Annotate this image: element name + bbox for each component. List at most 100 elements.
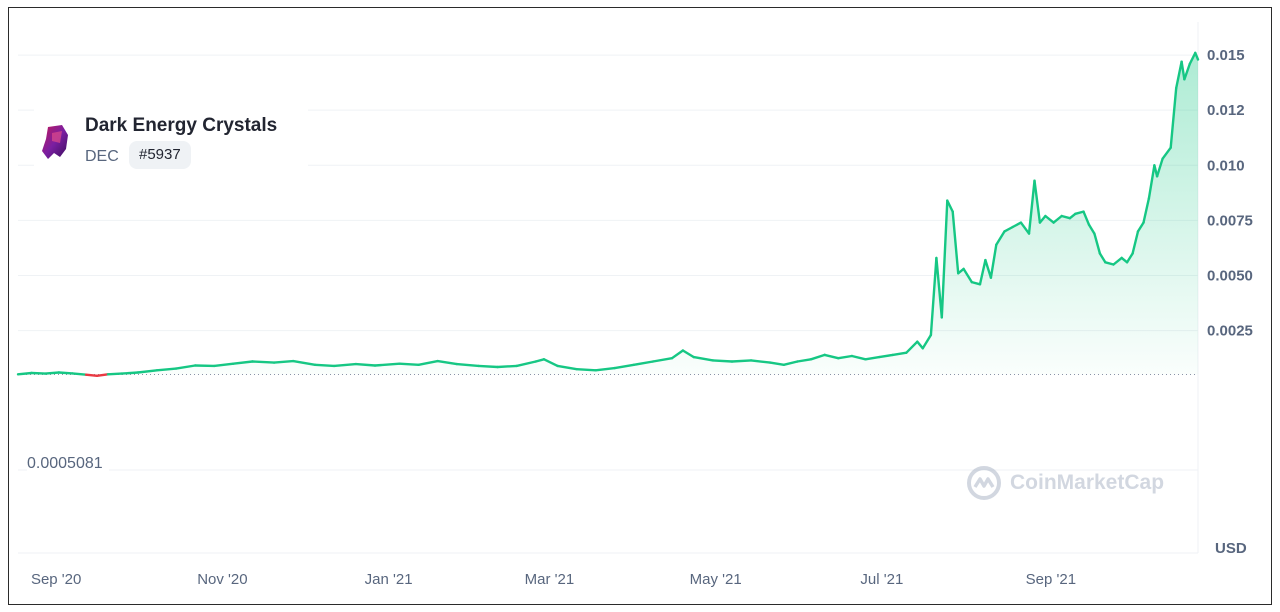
price-line-segment xyxy=(951,210,960,275)
price-line-segment xyxy=(136,369,159,374)
price-line-segment xyxy=(837,354,854,360)
price-line-segment xyxy=(1033,179,1042,224)
price-line-segment xyxy=(174,364,197,370)
price-line-segment xyxy=(16,371,33,376)
price-line-segment xyxy=(749,359,772,364)
price-line-segment xyxy=(921,333,933,350)
price-line-segment xyxy=(1142,197,1151,224)
price-line-segment xyxy=(313,363,336,368)
y-tick-label: 0.015 xyxy=(1207,47,1245,64)
price-line-segment xyxy=(1112,256,1123,266)
price-line-segment xyxy=(1003,225,1014,233)
price-line-segment xyxy=(670,349,685,360)
price-line-segment xyxy=(542,358,559,368)
price-line-segment xyxy=(823,353,840,360)
price-line-segment xyxy=(796,358,813,363)
price-line-segment xyxy=(106,372,123,376)
dark-energy-crystals-logo-icon xyxy=(42,125,68,159)
price-line-segment xyxy=(935,256,943,319)
x-tick-label: May '21 xyxy=(690,571,742,588)
price-line-segment xyxy=(398,362,420,366)
price-line-segment xyxy=(1082,210,1091,227)
price-line-segment xyxy=(864,355,881,361)
price-line-segment xyxy=(251,360,276,364)
y-tick-label: 0.012 xyxy=(1207,102,1245,119)
y-tick-label: 0.0050 xyxy=(1207,268,1253,285)
x-tick-label: Jul '21 xyxy=(860,571,903,588)
price-line-segment xyxy=(534,358,546,363)
coin-symbol: DEC xyxy=(85,148,119,165)
price-line-segment xyxy=(575,368,597,372)
price-line-segment xyxy=(155,367,178,372)
price-line-segment xyxy=(905,340,919,354)
price-line-segment xyxy=(651,357,674,363)
price-line-segment xyxy=(1188,51,1197,66)
price-line-segment xyxy=(1098,252,1107,264)
price-line-segment xyxy=(84,373,99,377)
price-line-segment xyxy=(1125,252,1134,264)
coinmarketcap-logo-icon xyxy=(967,466,1001,500)
price-line-segment xyxy=(44,371,61,375)
price-line-segment xyxy=(613,363,636,370)
price-line-segment xyxy=(978,258,987,286)
watermark-text: CoinMarketCap xyxy=(1010,471,1165,494)
price-line-segment xyxy=(1011,221,1023,229)
price-line-segment xyxy=(477,364,499,369)
price-line-segment xyxy=(711,359,734,363)
price-line-segment xyxy=(940,199,949,319)
price-line-segment xyxy=(962,267,973,284)
price-line-segment xyxy=(594,366,616,372)
price-line-segment xyxy=(292,359,317,366)
price-line-segment xyxy=(556,364,578,371)
x-tick-label: Sep '20 xyxy=(31,571,81,588)
price-line-segment xyxy=(809,353,826,361)
price-line-segment xyxy=(1019,221,1031,235)
price-line-segment xyxy=(782,360,799,366)
price-line-segment xyxy=(515,360,537,368)
price-line-segment xyxy=(1052,214,1063,224)
price-area xyxy=(18,52,1198,376)
price-line-segment xyxy=(1161,146,1172,160)
price-line-segment xyxy=(692,355,715,362)
price-line-segment xyxy=(929,256,938,337)
y-tick-label: 0.0025 xyxy=(1207,323,1253,340)
y-tick-label: 0.010 xyxy=(1207,157,1245,174)
price-line-segment xyxy=(95,373,110,377)
price-line-segment xyxy=(681,349,695,359)
coin-name: Dark Energy Crystals xyxy=(85,115,278,136)
price-line-segment xyxy=(455,362,480,368)
price-line-segment xyxy=(878,353,894,359)
price-line-segment xyxy=(1074,210,1085,216)
x-tick-label: Mar '21 xyxy=(525,571,575,588)
x-tick-label: Sep '21 xyxy=(1026,571,1076,588)
price-line-segment xyxy=(1180,60,1186,81)
price-line-segment xyxy=(916,340,924,350)
price-line-segment xyxy=(632,360,655,366)
x-tick-label: Nov '20 xyxy=(197,571,247,588)
price-line-segment xyxy=(1155,157,1164,178)
watermark: CoinMarketCap xyxy=(966,464,1164,502)
coin-rank-badge: #5937 xyxy=(129,141,191,169)
price-line-segment xyxy=(1087,223,1096,235)
price-line-segment xyxy=(989,243,998,279)
price-line-segment xyxy=(1038,214,1047,224)
price-line-segment xyxy=(212,362,235,368)
price-line-segment xyxy=(1027,179,1036,235)
price-line-segment xyxy=(436,359,458,366)
y-tick-label: 0.0075 xyxy=(1207,212,1253,229)
baseline-price-label: 0.0005081 xyxy=(27,455,109,473)
x-tick-label: Jan '21 xyxy=(365,571,413,588)
price-line-segment xyxy=(120,371,140,375)
price-line-segment xyxy=(417,359,439,366)
price-line-segment xyxy=(57,371,74,375)
price-line-segment xyxy=(984,258,993,279)
price-line-segment xyxy=(730,359,753,363)
price-line-segment xyxy=(1093,232,1102,255)
price-line-segment xyxy=(946,199,954,213)
price-line-segment xyxy=(1104,261,1115,266)
price-line-segment xyxy=(1060,214,1072,220)
price-line-segment xyxy=(1169,86,1178,149)
coin-info-card: Dark Energy Crystals DEC #5937 xyxy=(34,106,308,174)
price-line-segment xyxy=(970,280,982,286)
